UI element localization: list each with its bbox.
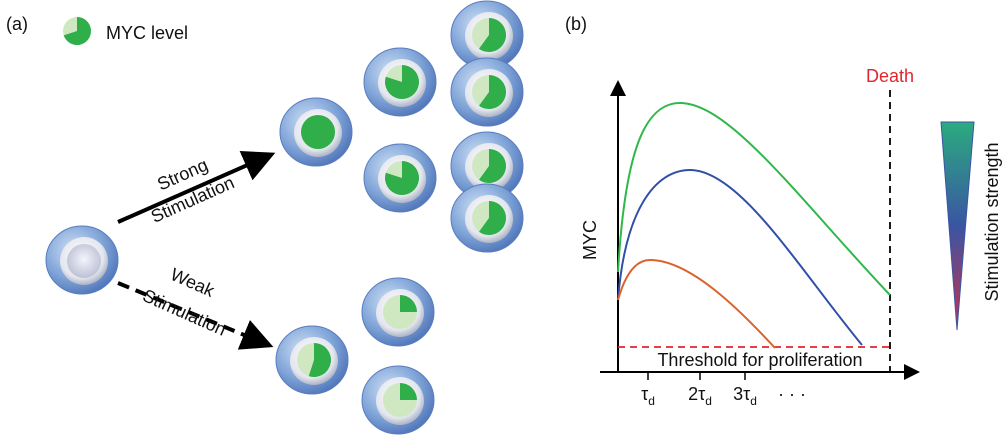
arrow-label: Weak: [168, 264, 219, 301]
threshold-label: Threshold for proliferation: [657, 350, 862, 370]
x-ticks: τd 2τd 3τd: [641, 372, 757, 408]
cell: [450, 57, 524, 127]
tick-sub: d: [750, 394, 757, 408]
cell: [450, 0, 524, 70]
myc-fill: [479, 149, 506, 183]
cell: [363, 143, 437, 213]
cell: [361, 277, 435, 347]
death-label: Death: [866, 66, 914, 86]
cell-core: [67, 244, 101, 278]
myc-fill: [385, 161, 419, 196]
cell: [279, 97, 353, 167]
myc-fill: [479, 75, 506, 110]
myc-fill: [479, 201, 506, 235]
cell: [450, 131, 524, 201]
cell: [361, 365, 435, 435]
tick-ellipsis: · · ·: [778, 384, 806, 404]
tick-sub: d: [705, 394, 712, 408]
strong-arrow: [117, 151, 276, 224]
myc-fill: [308, 343, 331, 377]
tick-label: τd: [641, 384, 655, 408]
tick-label: 3τd: [733, 384, 757, 408]
legend-icon: [63, 17, 92, 46]
cell: [363, 47, 437, 117]
curve-weak: [617, 258, 776, 349]
tick-base: 2τ: [688, 384, 705, 404]
legend-label: MYC level: [106, 23, 188, 43]
tick-sub: d: [648, 394, 655, 408]
cells: [45, 0, 524, 435]
arrow-label: Stimulation: [140, 285, 229, 339]
myc-fill: [63, 17, 92, 46]
cell: [275, 325, 349, 395]
myc-fill: [301, 115, 335, 149]
panel-label: (b): [565, 14, 587, 34]
myc-fill: [400, 383, 417, 400]
myc-fill: [400, 295, 417, 312]
myc-fill: [384, 65, 419, 99]
curve-medium: [617, 168, 863, 346]
axis-label: MYC: [580, 220, 600, 260]
myc-fill: [479, 18, 506, 52]
scale-label: Stimulation strength: [982, 142, 1002, 301]
cell: [45, 225, 119, 295]
tick-base: τ: [641, 384, 648, 404]
tick-label: 2τd: [688, 384, 712, 408]
tick-base: 3τ: [733, 384, 750, 404]
cell: [450, 183, 524, 253]
curve-strong: [617, 101, 891, 296]
weak-arrow: [117, 281, 274, 350]
panel-label: (a): [6, 14, 28, 34]
strength-scale: [940, 121, 975, 331]
